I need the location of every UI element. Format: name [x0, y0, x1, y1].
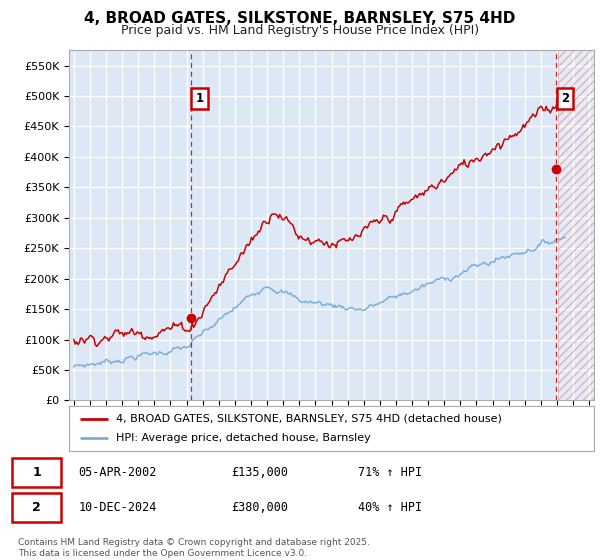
Text: 4, BROAD GATES, SILKSTONE, BARNSLEY, S75 4HD: 4, BROAD GATES, SILKSTONE, BARNSLEY, S75… [85, 11, 515, 26]
Text: 10-DEC-2024: 10-DEC-2024 [78, 501, 157, 514]
Text: 2: 2 [561, 92, 569, 105]
Text: HPI: Average price, detached house, Barnsley: HPI: Average price, detached house, Barn… [116, 433, 371, 444]
Text: 40% ↑ HPI: 40% ↑ HPI [358, 501, 422, 514]
Text: Contains HM Land Registry data © Crown copyright and database right 2025.
This d: Contains HM Land Registry data © Crown c… [18, 538, 370, 558]
FancyBboxPatch shape [12, 493, 61, 521]
Bar [558, 50, 594, 400]
Text: 4, BROAD GATES, SILKSTONE, BARNSLEY, S75 4HD (detached house): 4, BROAD GATES, SILKSTONE, BARNSLEY, S75… [116, 413, 502, 423]
Text: £135,000: £135,000 [231, 466, 288, 479]
FancyBboxPatch shape [12, 459, 61, 487]
Text: £380,000: £380,000 [231, 501, 288, 514]
Text: 05-APR-2002: 05-APR-2002 [78, 466, 157, 479]
Text: 1: 1 [32, 466, 41, 479]
Text: 71% ↑ HPI: 71% ↑ HPI [358, 466, 422, 479]
Text: Price paid vs. HM Land Registry's House Price Index (HPI): Price paid vs. HM Land Registry's House … [121, 24, 479, 36]
Text: 1: 1 [196, 92, 204, 105]
Text: 2: 2 [32, 501, 41, 514]
